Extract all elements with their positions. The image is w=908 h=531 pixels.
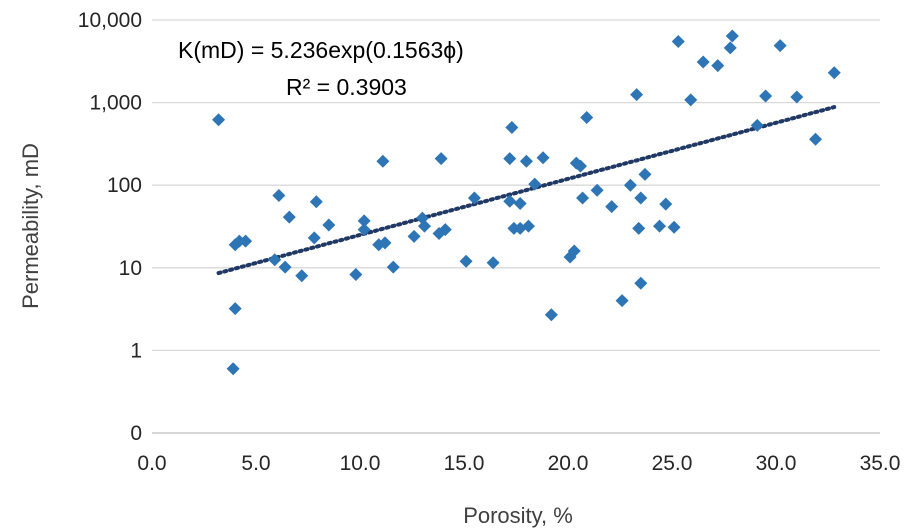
data-point	[576, 191, 590, 205]
data-point	[696, 55, 710, 69]
data-point	[486, 256, 500, 270]
x-tick-label: 25.0	[652, 452, 693, 475]
data-point	[659, 197, 673, 211]
y-tick-label: 0	[130, 422, 142, 445]
data-point	[407, 229, 421, 243]
data-point	[653, 219, 667, 233]
data-point	[503, 152, 517, 166]
trendline	[216, 105, 837, 276]
x-tick-labels: 0.0 5.0 10.0 15.0 20.0 25.0 30.0 35.0	[137, 452, 900, 475]
data-point	[349, 267, 363, 281]
data-point	[684, 93, 698, 107]
data-point	[467, 191, 481, 205]
y-axis-label: Permeability, mD	[18, 143, 43, 309]
data-point	[711, 59, 725, 73]
data-point	[272, 189, 286, 203]
data-point	[615, 294, 629, 308]
data-point	[307, 231, 321, 245]
data-point	[809, 132, 823, 146]
x-tick-label: 15.0	[444, 452, 485, 475]
x-tick-label: 5.0	[241, 452, 270, 475]
data-point	[573, 159, 587, 173]
data-point	[239, 234, 253, 248]
data-point	[723, 41, 737, 55]
x-tick-label: 30.0	[756, 452, 797, 475]
data-point	[282, 210, 296, 224]
gridlines	[152, 19, 880, 352]
data-point	[226, 362, 240, 376]
x-tick-label: 10.0	[340, 452, 381, 475]
equation-annotation: K(mD) = 5.236exp(0.1563ϕ)	[178, 37, 464, 63]
data-point	[357, 223, 371, 237]
data-point	[630, 88, 644, 102]
data-point	[790, 90, 804, 104]
data-point	[505, 120, 519, 134]
data-point	[750, 118, 764, 132]
data-point	[623, 178, 637, 192]
data-point	[773, 39, 787, 53]
y-tick-labels: 0 1 10 100 1,000 10,000	[78, 9, 142, 445]
data-point	[278, 260, 292, 274]
data-point	[567, 244, 581, 258]
data-point	[590, 183, 604, 197]
data-point	[503, 194, 517, 208]
data-point	[268, 253, 282, 267]
data-point	[632, 221, 646, 235]
trendline-layer	[216, 105, 837, 276]
data-point	[667, 220, 681, 234]
data-point	[378, 236, 392, 250]
y-tick-label: 10	[119, 257, 142, 280]
data-point	[528, 177, 542, 191]
y-tick-label: 10,000	[78, 9, 142, 32]
data-point	[634, 191, 648, 205]
data-point	[638, 167, 652, 181]
data-point	[357, 214, 371, 228]
data-point	[519, 154, 533, 168]
data-point	[671, 34, 685, 48]
x-tick-label: 20.0	[548, 452, 589, 475]
y-tick-label: 1,000	[89, 92, 142, 115]
data-point	[605, 200, 619, 214]
data-point	[521, 219, 535, 233]
data-point	[634, 276, 648, 290]
data-point	[725, 29, 739, 43]
data-point	[386, 260, 400, 274]
data-point	[322, 218, 336, 232]
data-point	[438, 223, 452, 237]
data-point	[459, 254, 473, 268]
x-tick-label: 0.0	[137, 452, 166, 475]
data-point	[827, 66, 841, 80]
data-point	[434, 152, 448, 166]
data-point	[536, 151, 550, 165]
data-point	[228, 302, 242, 316]
data-points	[212, 29, 841, 376]
data-point	[544, 308, 558, 322]
data-point	[295, 269, 309, 283]
x-axis-label: Porosity, %	[463, 503, 573, 528]
data-point	[759, 89, 773, 103]
data-point	[309, 195, 323, 209]
x-tick-label: 35.0	[860, 452, 901, 475]
data-point	[376, 154, 390, 168]
y-tick-label: 1	[130, 339, 142, 362]
r-squared-annotation: R² = 0.3903	[286, 74, 407, 100]
data-point	[513, 197, 527, 211]
y-tick-label: 100	[107, 174, 142, 197]
data-point	[417, 219, 431, 233]
data-point	[580, 111, 594, 125]
data-point	[212, 113, 226, 127]
